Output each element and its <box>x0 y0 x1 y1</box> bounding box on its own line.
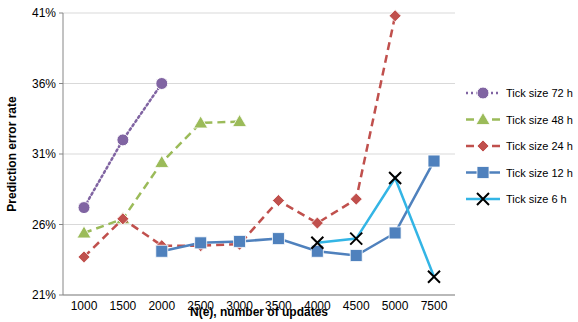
y-tick-label: 36% <box>32 77 56 91</box>
point <box>78 202 90 214</box>
point <box>428 271 440 283</box>
y-tick-label: 21% <box>32 288 56 302</box>
legend-marker <box>477 167 489 179</box>
point <box>389 10 401 22</box>
point <box>194 116 208 128</box>
point <box>272 233 284 245</box>
point <box>77 226 91 238</box>
legend-marker <box>476 113 490 125</box>
y-tick-label: 41% <box>32 6 56 20</box>
point <box>350 193 362 205</box>
point <box>389 227 401 239</box>
series-line <box>84 84 162 208</box>
point <box>233 115 247 127</box>
point <box>156 78 168 90</box>
point <box>350 250 362 262</box>
chart: 21%26%31%36%41%1000150020002500300035004… <box>0 0 578 322</box>
x-tick-label: 4500 <box>343 299 370 313</box>
legend-label: Tick size 48 h <box>506 114 573 126</box>
y-tick <box>59 13 63 14</box>
plot-area <box>77 10 440 283</box>
point <box>272 195 284 207</box>
x-tick-label: 1000 <box>71 299 98 313</box>
point <box>428 155 440 167</box>
point <box>311 237 323 249</box>
legend-marker <box>477 87 489 99</box>
point <box>117 134 129 146</box>
x-axis-label: N(e), number of updates <box>190 305 328 319</box>
y-tick <box>59 295 63 296</box>
y-tick <box>59 154 63 155</box>
legend-marker <box>477 193 489 205</box>
point <box>117 213 129 225</box>
series-line <box>317 178 434 277</box>
legend-label: Tick size 6 h <box>506 193 567 205</box>
x-tick-label: 2000 <box>148 299 175 313</box>
point <box>389 172 401 184</box>
y-axis <box>63 13 64 295</box>
point <box>311 217 323 229</box>
y-tick-label: 26% <box>32 218 56 232</box>
x-tick-label: 5000 <box>382 299 409 313</box>
y-tick <box>59 83 63 84</box>
point <box>350 233 362 245</box>
point <box>234 235 246 247</box>
grid-line <box>63 154 455 155</box>
y-tick <box>59 224 63 225</box>
x-axis <box>63 295 455 296</box>
series-line <box>84 16 395 257</box>
x-tick-label: 1500 <box>110 299 137 313</box>
point <box>195 237 207 249</box>
legend-marker <box>477 140 489 152</box>
legend: Tick size 72 h Tick size 48 h Tick size 24… <box>466 87 573 205</box>
y-axis-label: Prediction error rate <box>5 96 19 212</box>
series-line <box>84 122 240 233</box>
point <box>116 212 130 224</box>
x-tick-label: 7500 <box>421 299 448 313</box>
point <box>155 155 169 167</box>
point <box>156 245 168 257</box>
grid-line <box>63 83 455 84</box>
grid-line <box>63 295 455 296</box>
legend-label: Tick size 12 h <box>506 167 573 179</box>
point <box>78 251 90 263</box>
y-tick-label: 31% <box>32 147 56 161</box>
legend-label: Tick size 72 h <box>506 87 573 99</box>
legend-label: Tick size 24 h <box>506 140 573 152</box>
series-line <box>162 161 434 255</box>
